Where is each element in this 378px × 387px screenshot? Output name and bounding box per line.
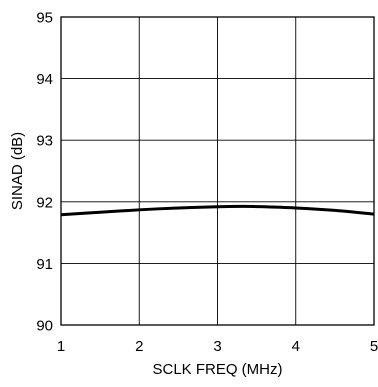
plot-frame: [60, 16, 375, 326]
y-axis-label: SINAD (dB): [9, 132, 26, 210]
x-tick-label: 1: [57, 338, 65, 355]
series-layer: [60, 204, 375, 217]
y-tick-label: 92: [36, 194, 53, 211]
sinad-series-line: [60, 204, 375, 217]
x-tick-label: 4: [292, 338, 300, 355]
x-tick-label: 5: [370, 338, 378, 355]
y-tick-label: 94: [36, 71, 53, 88]
y-tick-labels: 90 91 92 93 94 95: [36, 10, 53, 335]
x-axis-label: SCLK FREQ (MHz): [152, 361, 282, 378]
x-tick-label: 2: [135, 338, 143, 355]
y-tick-label: 93: [36, 133, 53, 150]
x-tick-labels: 1 2 3 4 5: [57, 338, 378, 355]
y-tick-label: 95: [36, 10, 53, 27]
x-tick-label: 3: [213, 338, 221, 355]
y-tick-label: 90: [36, 318, 53, 335]
y-tick-label: 91: [36, 256, 53, 273]
grid-layer: [60, 16, 375, 326]
